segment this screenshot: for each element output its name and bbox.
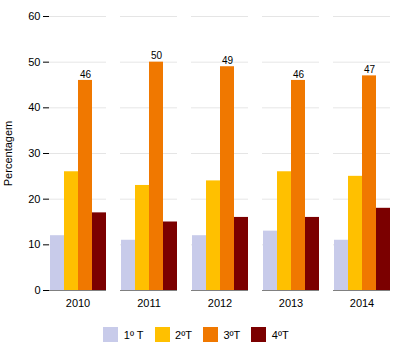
svg-text:50: 50	[28, 56, 40, 68]
svg-text:30: 30	[28, 147, 40, 159]
svg-text:50: 50	[151, 50, 163, 61]
svg-text:46: 46	[293, 69, 305, 80]
svg-text:20: 20	[28, 193, 40, 205]
svg-text:47: 47	[364, 64, 376, 75]
svg-text:2010: 2010	[66, 297, 90, 309]
svg-text:40: 40	[28, 101, 40, 113]
svg-text:2012: 2012	[208, 297, 232, 309]
svg-text:10: 10	[28, 238, 40, 250]
html-text:1º T: 1º T	[123, 328, 144, 341]
svg-text:0: 0	[34, 284, 40, 296]
svg-text:49: 49	[222, 55, 234, 66]
svg-text:Percentagem: Percentagem	[2, 121, 14, 186]
html-text:3ºT: 3ºT	[223, 328, 241, 341]
html-text:2ºT: 2ºT	[175, 328, 192, 341]
svg-text:2013: 2013	[279, 297, 303, 309]
svg-text:60: 60	[28, 10, 40, 22]
html-text:4ºT: 4ºT	[271, 328, 289, 341]
svg-text:2014: 2014	[350, 297, 374, 309]
svg-text:2011: 2011	[137, 297, 161, 309]
svg-text:46: 46	[80, 69, 92, 80]
